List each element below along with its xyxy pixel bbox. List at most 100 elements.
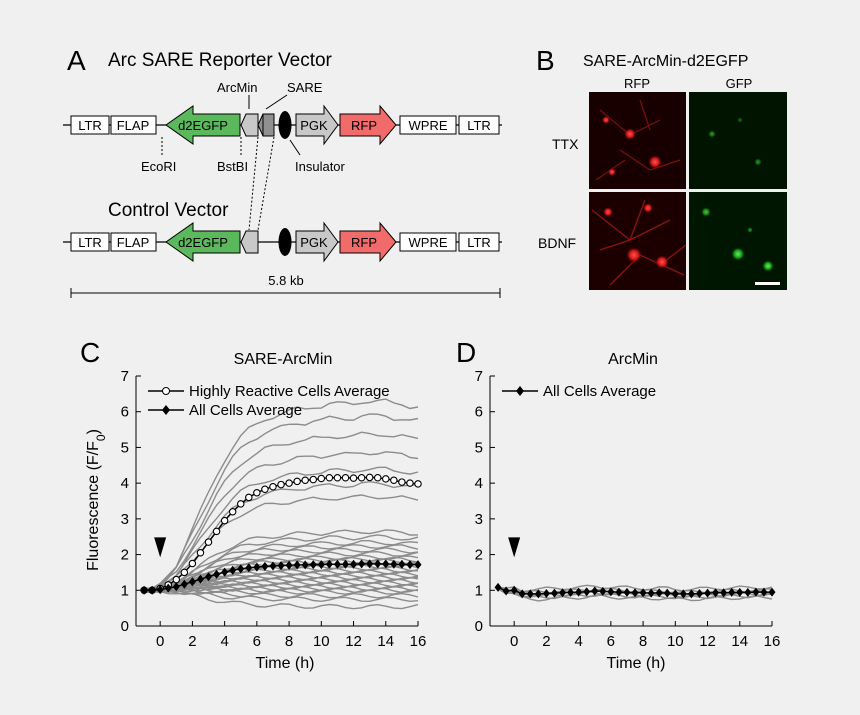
chart-d-point-diamond xyxy=(550,588,558,598)
chart-c-cell-trace xyxy=(143,480,419,592)
chart-d-xlabel: Time (h) xyxy=(607,655,666,672)
chart-d-point-diamond xyxy=(623,587,631,597)
chart-d-x-tick-label: 10 xyxy=(667,633,684,650)
panel-b-letter: B xyxy=(536,45,555,76)
chart-c-point-circle xyxy=(261,485,269,493)
chart-d-point-diamond xyxy=(752,587,760,597)
chart-d-point-diamond xyxy=(518,589,526,599)
chart-c-cell-trace xyxy=(144,466,419,590)
chart-c-x-tick-label: 14 xyxy=(377,633,394,650)
chart-c-point-circle xyxy=(196,549,205,557)
chart-c-x-tick-label: 4 xyxy=(220,633,228,650)
ecori-label: EcoRI xyxy=(141,159,176,174)
chart-c-y-tick-label: 6 xyxy=(121,404,129,421)
control-insulator-element xyxy=(278,228,292,256)
flap-box xyxy=(110,115,157,135)
chart-d-point-diamond xyxy=(728,587,736,597)
ltr-right-label: LTR xyxy=(467,118,491,133)
chart-d-x-tick-label: 6 xyxy=(607,633,615,650)
arcmin-small-arrow xyxy=(257,113,264,137)
ttx-rfp-image xyxy=(589,92,686,189)
chart-c-point-circle xyxy=(349,474,358,482)
control-ltr-left-label: LTR xyxy=(78,235,102,250)
chart-c-y-tick-label: 2 xyxy=(121,547,129,564)
chart-c-point-circle xyxy=(285,479,293,487)
chart-c-x-tick-label: 6 xyxy=(253,633,261,650)
chart-c-cell-trace xyxy=(143,540,419,593)
chart-c-point-diamond xyxy=(148,585,156,595)
control-flap-label: FLAP xyxy=(117,235,150,250)
chart-c-cell-trace xyxy=(143,581,419,593)
chart-d-point-diamond xyxy=(704,588,712,598)
chart-c-point-circle xyxy=(406,479,414,487)
chart-c-legend-marker xyxy=(162,405,170,415)
sare-element xyxy=(262,113,275,137)
chart-d-x-tick-label: 16 xyxy=(764,633,781,650)
chart-d-point-diamond xyxy=(526,589,534,599)
chart-c-x-tick-label: 10 xyxy=(313,633,330,650)
chart-c-point-circle xyxy=(373,474,382,482)
control-d2egfp-label: d2EGFP xyxy=(178,235,228,250)
vector-title: Arc SARE Reporter Vector xyxy=(108,50,333,71)
bdnf-gfp-image xyxy=(689,192,787,290)
chart-d-point-diamond xyxy=(583,587,591,597)
chart-d-y-tick-label: 6 xyxy=(475,404,483,421)
scale-label: 5.8 kb xyxy=(268,273,303,288)
wpre-label: WPRE xyxy=(409,118,448,133)
flap-label: FLAP xyxy=(117,118,150,133)
chart-c-point-diamond xyxy=(390,559,398,569)
chart-d-title: ArcMin xyxy=(608,351,658,368)
chart-d-x-tick-label: 4 xyxy=(574,633,582,650)
chart-c-cell-trace xyxy=(143,398,419,591)
control-ltr-right-label: LTR xyxy=(467,235,491,250)
chart-c-title: SARE-ArcMin xyxy=(234,351,333,368)
chart-d-x-tick-label: 12 xyxy=(699,633,716,650)
chart-c-point-diamond xyxy=(229,565,237,575)
chart-c-point-circle xyxy=(277,480,285,489)
chart-c-point-circle xyxy=(382,475,390,483)
chart-c-y-tick-label: 1 xyxy=(121,582,129,599)
chart-d-y-tick-label: 4 xyxy=(475,475,483,492)
ltr-box-right xyxy=(458,115,500,135)
chart-d-x-tick-label: 2 xyxy=(542,633,550,650)
chart-d-point-diamond xyxy=(760,587,768,597)
chart-c-xlabel: Time (h) xyxy=(256,655,315,672)
control-pgk-arrow xyxy=(295,221,339,263)
chart-c-point-diamond xyxy=(205,572,213,582)
chart-d-point-diamond xyxy=(502,586,510,596)
chart-c-point-circle xyxy=(390,476,398,485)
chart-c-point-circle xyxy=(188,559,197,568)
control-ltr-box-right xyxy=(458,232,500,252)
ltr-box-left xyxy=(70,115,110,135)
chart-d-point-diamond xyxy=(567,587,575,597)
sare-label: SARE xyxy=(287,80,323,95)
rfp-arrow xyxy=(339,104,397,146)
control-rfp-label: RFP xyxy=(351,235,377,250)
chart-c-ylabel: Fluorescence (F/F0) xyxy=(85,429,108,571)
chart-d-x-tick-label: 0 xyxy=(510,633,518,650)
pgk-label: PGK xyxy=(300,118,328,133)
chart-c-point-circle xyxy=(253,489,261,497)
chart-d-x-tick-label: 8 xyxy=(639,633,647,650)
chart-c-point-diamond xyxy=(333,559,341,569)
chart-d-point-diamond xyxy=(631,588,639,598)
control-wpre-label: WPRE xyxy=(409,235,448,250)
chart-c-point-diamond xyxy=(245,563,253,573)
chart-d-legend-marker xyxy=(516,386,524,396)
control-flap-box xyxy=(110,232,157,252)
chart-d-point-diamond xyxy=(639,588,647,598)
chart-c-point-circle xyxy=(309,475,318,484)
chart-c-point-circle xyxy=(204,538,213,546)
chart-d-point-diamond xyxy=(599,586,607,596)
chart-d-point-diamond xyxy=(534,589,542,599)
chart-c-cell-trace xyxy=(144,587,419,610)
chart-c-point-diamond xyxy=(253,562,261,572)
chart-d-cell-trace xyxy=(497,585,773,600)
bdnf-row-label: BDNF xyxy=(538,235,576,251)
control-ltr-box-left xyxy=(70,232,110,252)
chart-d-point-diamond xyxy=(607,587,615,597)
chart-c-point-circle xyxy=(212,527,221,536)
bstbi-label: BstBI xyxy=(217,159,248,174)
chart-d-point-diamond xyxy=(663,588,671,598)
